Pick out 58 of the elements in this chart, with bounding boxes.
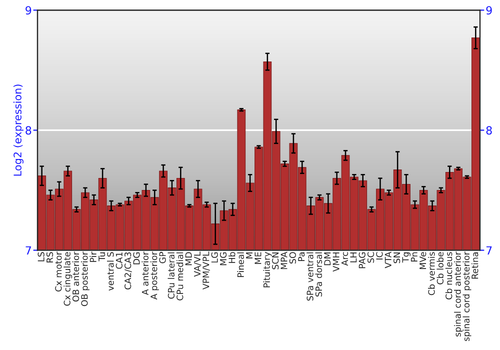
x-tick-label: Tu [98,252,106,262]
x-tick-label: DM [324,252,331,266]
x-tick-label: Pa [298,252,305,262]
x-tick-label: Cb lobe [436,252,444,284]
x-tick-label: Cx cingulate [64,252,72,306]
x-tick-label: LG [211,252,218,262]
x-tick-label: MD [185,252,192,266]
x-tick-label: SCN [272,252,279,270]
x-tick-label: GP [159,252,166,264]
x-tick-label: CA1 [116,252,122,269]
x-tick-label: OB anterior [72,252,80,302]
x-tick-label: ME [254,252,262,264]
x-tick-label: VTA [384,252,392,268]
x-tick-label: Cx motor [55,252,62,292]
x-tick-label: CPu medial [176,252,184,300]
x-tick-label: A anterior [142,252,148,296]
x-tick-label: MVe [420,252,426,270]
x-tick-label: PAG [358,252,366,268]
x-tick-label: A posterior [150,252,159,300]
y-tick-label: 7 [26,246,31,254]
x-tick-label: Pineal [237,252,244,278]
x-tick-label: Tg [402,252,410,263]
x-tick-label: VPM/VPL [202,252,210,290]
x-tick-label: Retina [471,252,478,279]
x-tick-label: SPa ventral [306,252,314,301]
y-tick-label: 9 [26,6,32,15]
x-tick-label: SN [393,252,400,264]
y-axis-title: Log2 (expression) [13,84,24,176]
x-tick-label: LS [38,252,44,262]
x-tick-label: spinal cord posterior [462,252,472,342]
x-tick-label: VA/VL [194,252,202,277]
x-tick-label: SPa dorsal [315,252,322,296]
y2-tick-label: 8 [486,126,492,135]
x-tick-label: CPu lateral [168,252,175,299]
x-tick-label: M [246,252,252,258]
x-tick-label: OB posterior [80,252,90,306]
y2-tick-label: 9 [486,6,492,15]
x-tick-label: Pituitary [263,252,272,288]
x-tick-label: Arc [342,252,348,266]
x-tick-label: ventral S [107,252,114,291]
x-tick-label: RS [46,252,54,262]
x-tick-label: SO [289,252,296,264]
x-tick-label: Hb [228,252,236,263]
x-tick-label: spinal cord anterior [454,252,463,336]
y-tick-label: 8 [26,126,32,135]
x-tick-label: Pn [410,252,418,262]
x-tick-label: CA2/CA3 [124,252,132,290]
y2-tick-label: 7 [486,246,492,254]
x-tick-label: LH [350,252,357,262]
x-tick-label: MG [220,252,227,266]
x-tick-label: Cb vermis [428,252,435,296]
x-tick-label: VMH [332,252,340,272]
x-tick-label: Pir [90,252,96,262]
x-tick-label: IC [376,252,383,260]
x-tick-label: DG [133,252,140,264]
x-tick-label: Cb nucleus [445,252,452,300]
x-tick-label: SC [367,252,374,263]
x-tick-label: MPA [280,252,288,270]
